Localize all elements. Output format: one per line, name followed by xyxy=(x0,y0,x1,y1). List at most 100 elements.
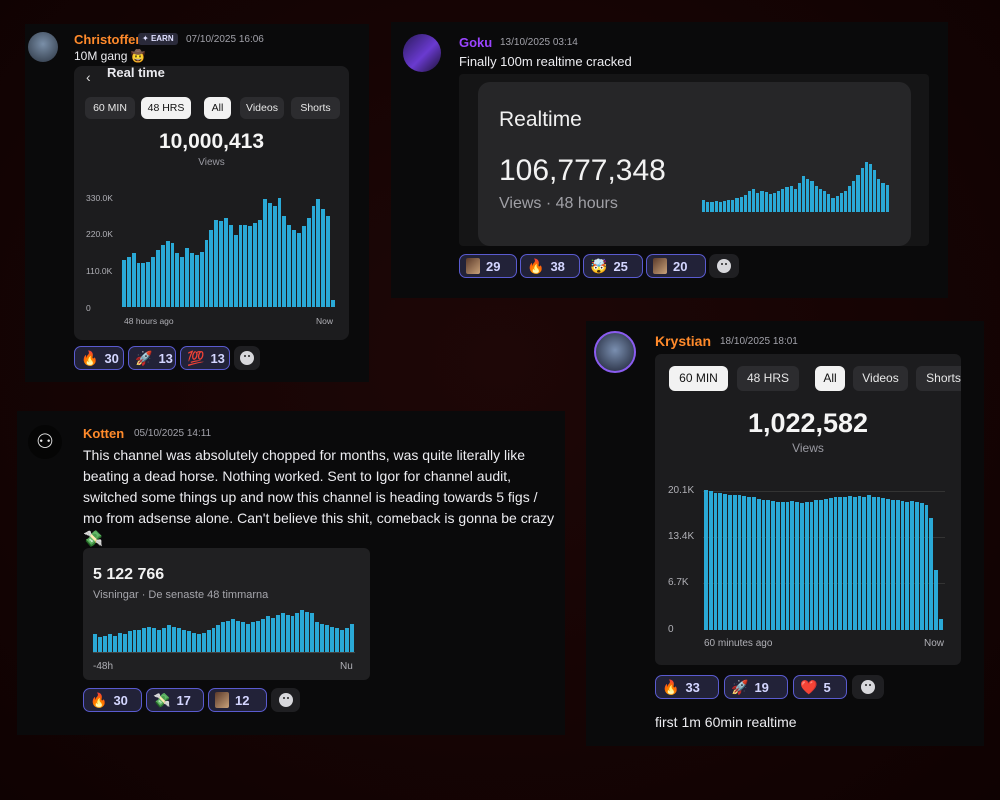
reaction-button[interactable]: 29 xyxy=(459,254,517,278)
chart-bar xyxy=(718,493,723,630)
timestamp: 05/10/2025 14:11 xyxy=(134,428,212,439)
reaction-emoji-icon: 🚀 xyxy=(731,679,749,695)
chart-bar xyxy=(132,629,137,652)
reaction-button[interactable]: 20 xyxy=(646,254,706,278)
chart-bar xyxy=(827,194,831,212)
chart-bar xyxy=(905,501,910,630)
tab-48-hrs[interactable]: 48 HRS xyxy=(141,97,191,119)
tab-60-min[interactable]: 60 MIN xyxy=(85,97,135,119)
chart-bar xyxy=(764,192,768,212)
chart-bar xyxy=(718,201,722,212)
views-value: 10,000,413 xyxy=(158,130,265,153)
chart-bar xyxy=(760,191,764,212)
reaction-button[interactable]: 🔥 30 xyxy=(74,346,124,370)
reaction-button[interactable]: 🤯 25 xyxy=(583,254,643,278)
chart-bar xyxy=(862,496,867,630)
chart-bar xyxy=(233,234,238,307)
filter-shorts[interactable]: Shorts xyxy=(916,366,961,391)
username[interactable]: Krystian xyxy=(655,333,712,349)
chart-bar xyxy=(260,619,265,652)
avatar[interactable]: ⚇ xyxy=(28,425,62,459)
earn-badge: ✦ EARN xyxy=(138,33,178,45)
chart-bar xyxy=(804,502,809,630)
chart-bar xyxy=(752,189,756,212)
custom-emoji-icon xyxy=(653,258,667,274)
add-reaction-button[interactable] xyxy=(234,346,260,370)
chart-bar xyxy=(152,628,157,652)
reaction-button[interactable]: 12 xyxy=(208,688,267,712)
username[interactable]: Kotten xyxy=(83,426,125,441)
filter-shorts[interactable]: Shorts xyxy=(291,97,340,119)
chart-bar xyxy=(876,497,881,630)
tab-60-min[interactable]: 60 MIN xyxy=(669,366,728,391)
money-wings-emoji-icon: 💸 xyxy=(83,531,103,548)
chart-bar xyxy=(325,625,329,652)
reaction-button[interactable]: 🚀 19 xyxy=(724,675,788,699)
reaction-button[interactable]: 🔥 38 xyxy=(520,254,580,278)
message-text: 10M gang 🤠 xyxy=(74,49,146,63)
filter-videos[interactable]: Videos xyxy=(853,366,908,391)
chart-bar xyxy=(768,194,772,212)
avatar[interactable] xyxy=(28,32,58,62)
chart-bar xyxy=(301,226,306,307)
reaction-button[interactable]: ❤️ 5 xyxy=(793,675,847,699)
grid-line xyxy=(703,491,945,492)
chart-bar xyxy=(735,198,739,212)
reaction-button[interactable]: 🔥 33 xyxy=(655,675,719,699)
chart-bar xyxy=(221,622,226,652)
chart-bar xyxy=(831,198,835,212)
chart-bar xyxy=(833,497,838,630)
views-label: Visningar · De senaste 48 timmarna xyxy=(93,589,269,601)
chart-bar xyxy=(258,219,262,307)
username[interactable]: Christoffer xyxy=(74,32,141,47)
smiley-icon xyxy=(278,693,293,707)
x-start-label: 60 minutes ago xyxy=(704,638,773,649)
chart-bar xyxy=(107,634,112,652)
chart-bar xyxy=(262,199,267,307)
chart-bar xyxy=(704,489,708,630)
avatar[interactable] xyxy=(594,331,636,373)
chart-bar xyxy=(895,500,900,630)
badge-label: EARN xyxy=(150,34,174,43)
chart-bar xyxy=(339,629,344,652)
chart-bar xyxy=(814,185,818,212)
avatar[interactable] xyxy=(403,34,441,72)
chart-bar xyxy=(775,501,780,630)
x-start-label: 48 hours ago xyxy=(124,316,174,326)
filter-videos[interactable]: Videos xyxy=(240,97,284,119)
chart-bar xyxy=(315,622,320,652)
add-reaction-button[interactable] xyxy=(271,688,300,712)
chart-bar xyxy=(822,191,827,212)
chart-bar xyxy=(900,500,905,630)
filter-all[interactable]: All xyxy=(815,366,845,391)
reaction-button[interactable]: 💸 17 xyxy=(146,688,204,712)
views-label: Views xyxy=(792,441,824,455)
reaction-button[interactable]: 🚀 13 xyxy=(128,346,176,370)
chart-bar xyxy=(131,253,136,307)
chart-bar xyxy=(766,500,771,630)
chart-bar xyxy=(320,623,325,652)
chart-bar xyxy=(196,634,201,652)
username[interactable]: Goku xyxy=(459,35,493,50)
chart-bar xyxy=(316,199,321,307)
back-chevron-icon[interactable]: ‹ xyxy=(86,69,91,85)
chart-bar xyxy=(797,182,802,212)
chart-bar xyxy=(771,500,775,630)
add-reaction-button[interactable] xyxy=(852,675,884,699)
reaction-button[interactable]: 💯 13 xyxy=(180,346,230,370)
custom-emoji-icon xyxy=(215,692,229,708)
chart-bar xyxy=(243,224,248,307)
chart-bar xyxy=(710,201,714,212)
chart-bar xyxy=(847,496,852,630)
add-reaction-button[interactable] xyxy=(709,254,739,278)
chart-bar xyxy=(265,616,270,652)
filter-all[interactable]: All xyxy=(204,97,231,119)
timestamp: 13/10/2025 03:14 xyxy=(500,37,578,48)
reaction-button[interactable]: 🔥 30 xyxy=(83,688,142,712)
chart-bar xyxy=(204,239,209,307)
tab-48-hrs[interactable]: 48 HRS xyxy=(737,366,799,391)
chart-bar xyxy=(167,625,171,652)
chart-bar xyxy=(919,503,924,630)
chart-bar xyxy=(246,623,250,652)
chart-bar xyxy=(238,224,243,307)
